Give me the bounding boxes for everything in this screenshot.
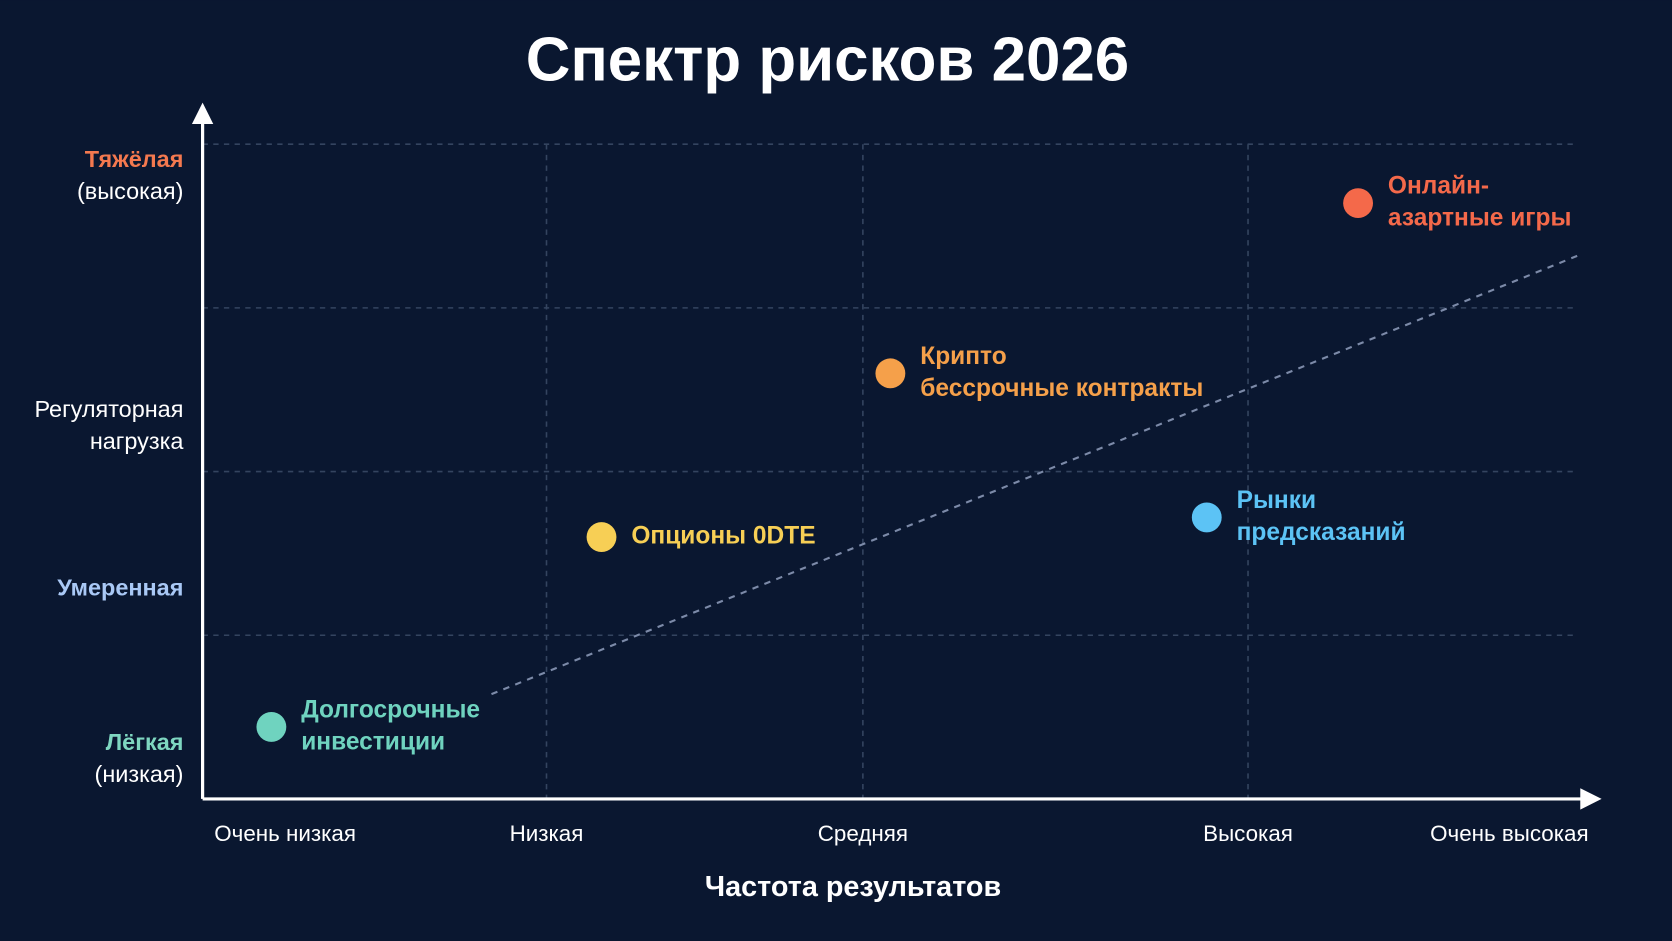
grid [202, 143, 1577, 799]
marks: Долгосрочные инвестиции Опционы 0DTE Крипто… [256, 173, 1579, 755]
x-tick-label: Очень высокая [1430, 821, 1588, 846]
y-tick-label: Лёгкая [106, 729, 184, 755]
trend-line [491, 254, 1579, 696]
y-tick-label: Умеренная [57, 575, 183, 601]
point-label: Долгосрочные [301, 696, 480, 723]
point [1343, 188, 1374, 219]
y-axis-title: нагрузка [90, 428, 185, 454]
y-axis-title: Регуляторная [34, 396, 183, 422]
x-tick-label: Низкая [510, 821, 584, 846]
y-tick-label: Тяжёлая [85, 146, 184, 172]
point [256, 711, 287, 742]
x-tick-label: Очень низкая [214, 821, 356, 846]
x-tick-label: Высокая [1203, 821, 1293, 846]
point [1191, 502, 1222, 533]
point [586, 522, 617, 552]
x-axis-arrow [1580, 788, 1602, 810]
point-label: азартные игры [1388, 205, 1571, 232]
point-label: предсказаний [1237, 519, 1406, 546]
point-label: Рынки [1237, 487, 1316, 514]
x-axis-title: Частота результатов [705, 871, 1001, 903]
point-label: Опционы 0DTE [631, 523, 815, 550]
x-tick-label: Средняя [818, 821, 908, 846]
y-tick-label: (низкая) [95, 761, 184, 787]
point-label: Онлайн- [1388, 173, 1489, 200]
point-label: бессрочные контракты [920, 375, 1203, 402]
point-label: инвестиции [301, 728, 445, 755]
chart-title: Спектр рисков 2026 [526, 26, 1129, 95]
y-axis-arrow [191, 102, 214, 124]
point [875, 358, 906, 389]
y-tick-label: (высокая) [77, 178, 183, 204]
point-label: Крипто [920, 343, 1006, 370]
